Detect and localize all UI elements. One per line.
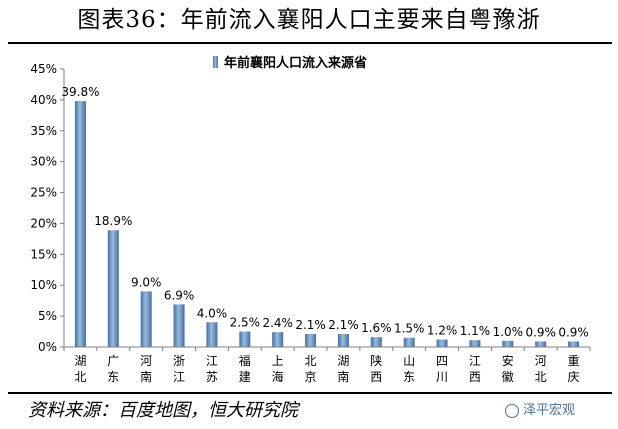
bar-江苏 (206, 322, 218, 347)
x-tick-label: 河北 (535, 354, 547, 384)
data-label: 9.0% (131, 275, 162, 289)
bar-上海 (272, 332, 284, 347)
x-tick-label: 江苏 (206, 354, 218, 384)
y-tick-label: 15% (30, 247, 57, 261)
bar-湖北 (74, 101, 86, 347)
data-label: 1.5% (394, 322, 425, 336)
top-rule (8, 42, 612, 44)
data-label: 4.0% (197, 306, 228, 320)
bar-chart: 年前襄阳人口流入来源省 0% 5% 10% 15% 20% 25% 30% 35% 40% 45%… (30, 55, 591, 384)
y-tick-label: 10% (30, 278, 57, 292)
bars: 39.8%18.9%9.0%6.9%4.0%2.5% 2.4% 2.1% 2.1% 1.… (61, 85, 589, 347)
x-tick-label: 陕西 (370, 353, 382, 384)
x-tick-label: 安徽 (502, 353, 514, 384)
data-label: 1.2% (427, 324, 458, 338)
data-label: 0.9% (525, 325, 556, 339)
legend-label: 年前襄阳人口流入来源省 (224, 55, 367, 71)
data-label: 1.1% (460, 324, 491, 338)
wechat-icon (505, 403, 519, 418)
data-label: 18.9% (94, 214, 132, 228)
y-tick-label: 0% (38, 340, 57, 354)
data-label: 0.9% (558, 325, 589, 339)
x-tick-label: 山东 (403, 354, 415, 384)
bar-浙江 (173, 304, 185, 347)
data-label: 2.1% (328, 318, 359, 332)
data-label: 6.9% (164, 288, 195, 302)
data-label: 2.1% (295, 318, 326, 332)
data-label: 2.4% (262, 316, 293, 330)
y-tick-label: 5% (38, 309, 57, 323)
bar-山东 (403, 337, 415, 347)
bar-重庆 (568, 341, 580, 347)
y-tick-label: 25% (30, 186, 57, 200)
x-tick-label: 湖南 (337, 353, 349, 384)
bar-北京 (305, 334, 317, 347)
x-tick-label: 广东 (107, 354, 119, 384)
x-tick-label: 江西 (469, 354, 481, 384)
figure-title: 图表36：年前流入襄阳人口主要来自粤豫浙 (77, 7, 541, 33)
x-tick-label: 湖北 (74, 353, 86, 384)
bar-湖南 (337, 334, 349, 347)
x-tick-label: 北京 (305, 354, 317, 384)
y-tick-label: 35% (30, 124, 57, 138)
bar-四川 (436, 339, 448, 347)
bar-福建 (239, 331, 251, 347)
y-tick-label: 45% (30, 62, 57, 76)
bottom-rule (8, 392, 612, 394)
bar-江西 (469, 340, 481, 347)
y-tick-label: 20% (30, 216, 57, 230)
bar-广东 (107, 230, 119, 347)
watermark: 泽平宏观 (505, 400, 575, 422)
chart-legend: 年前襄阳人口流入来源省 (213, 55, 367, 71)
y-tick-label: 30% (30, 155, 57, 169)
x-tick-label: 四川 (436, 354, 448, 384)
x-tick-label: 上海 (272, 354, 284, 384)
x-tick-label: 河南 (140, 354, 152, 384)
data-label: 1.0% (493, 325, 524, 339)
x-tick-label: 浙江 (173, 354, 185, 384)
bar-陕西 (370, 337, 382, 347)
data-label: 1.6% (361, 321, 392, 335)
watermark-text: 泽平宏观 (523, 403, 576, 418)
y-axis: 0% 5% 10% 15% 20% 25% 30% 35% 40% 45% (30, 62, 65, 354)
data-label: 39.8% (61, 85, 99, 99)
source-note: 资料来源：百度地图，恒大研究院 (28, 400, 298, 421)
bar-安徽 (502, 340, 514, 347)
bar-河南 (140, 291, 152, 347)
legend-swatch (213, 56, 218, 68)
x-tick-label: 重庆 (568, 354, 580, 384)
x-tick-label: 福建 (239, 353, 251, 384)
bar-河北 (535, 341, 547, 347)
data-label: 2.5% (230, 316, 261, 330)
y-tick-label: 40% (30, 93, 57, 107)
